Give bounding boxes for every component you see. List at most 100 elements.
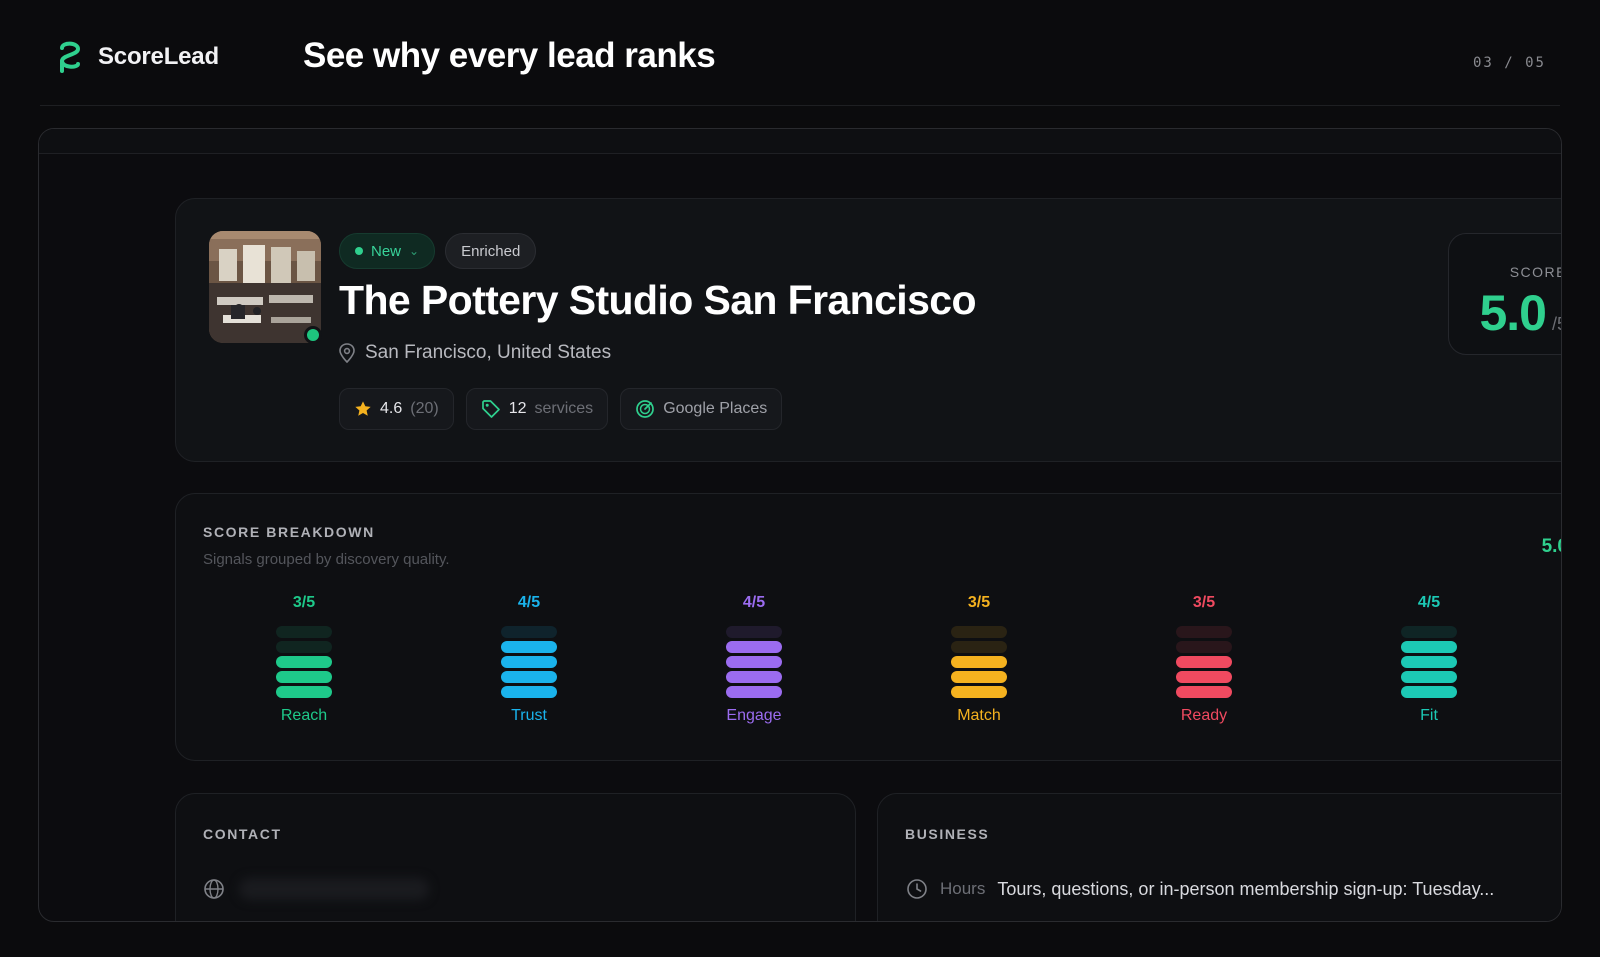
contact-card: CONTACT	[175, 793, 856, 921]
signal-score: 4/5	[742, 594, 766, 611]
meter-segment	[1401, 626, 1457, 638]
star-icon	[355, 401, 371, 416]
status-dot-icon	[355, 247, 363, 255]
signal-score: 4/5	[517, 594, 541, 611]
score-max: /5	[1551, 314, 1561, 334]
signal-meter	[1176, 626, 1232, 698]
enriched-badge: Enriched	[445, 233, 537, 269]
brand-name: ScoreLead	[98, 43, 219, 70]
rating-chip[interactable]: 4.6 (20)	[339, 388, 454, 430]
signal-reach[interactable]: 3/5 Reach	[244, 594, 364, 725]
signal-meter	[951, 626, 1007, 698]
signal-score: 3/5	[292, 594, 316, 611]
meter-segment	[276, 656, 332, 668]
location-pin-icon	[339, 343, 355, 363]
chevron-down-icon: ⌄	[409, 244, 420, 258]
lead-card: New ⌄ Enriched The Pottery Studio San Fr…	[175, 198, 1562, 462]
source-label: Google Places	[663, 400, 768, 417]
meter-segment	[501, 656, 557, 668]
rating-value: 4.6	[380, 400, 403, 417]
meter-segment	[501, 686, 557, 698]
meter-segment	[276, 686, 332, 698]
signal-label: Fit	[1420, 707, 1438, 724]
services-count: 12	[508, 400, 527, 417]
meter-segment	[276, 626, 332, 638]
lead-meta: 4.6 (20) 12 services Google Places	[339, 388, 783, 430]
meter-segment	[501, 626, 557, 638]
clock-icon	[907, 879, 927, 899]
meter-segment	[276, 641, 332, 653]
meter-segment	[951, 686, 1007, 698]
score-label: SCORE	[1509, 264, 1562, 280]
frame-toolbar	[39, 129, 1561, 154]
score-panel: SCORE 5.0 /5	[1448, 233, 1562, 355]
meter-segment	[726, 671, 782, 683]
meter-segment	[1176, 626, 1232, 638]
business-title: BUSINESS	[905, 826, 990, 842]
meter-segment	[1401, 686, 1457, 698]
signal-score: 4/5	[1417, 594, 1441, 611]
signal-label: Engage	[726, 707, 782, 724]
signal-label: Ready	[1180, 707, 1228, 724]
hours-label: Hours	[940, 879, 986, 898]
score-value-group: 5.0 /5	[1479, 284, 1561, 342]
scorelead-logo-icon	[59, 41, 81, 73]
breakdown-subtitle: Signals grouped by discovery quality.	[203, 551, 450, 568]
meter-segment	[951, 656, 1007, 668]
studio-photo-image	[209, 231, 321, 343]
meter-segment	[501, 641, 557, 653]
online-status-dot	[304, 326, 322, 344]
top-header: ScoreLead See why every lead ranks 03 / …	[40, 0, 1560, 106]
status-dropdown[interactable]: New ⌄	[339, 233, 436, 269]
signal-label: Reach	[280, 707, 328, 724]
meter-segment	[951, 671, 1007, 683]
score-breakdown-card: SCORE BREAKDOWN Signals grouped by disco…	[175, 493, 1561, 761]
globe-icon	[204, 879, 224, 899]
radar-icon	[636, 400, 655, 418]
meter-segment	[1176, 656, 1232, 668]
score-value: 5.0	[1479, 285, 1547, 341]
breakdown-title: SCORE BREAKDOWN	[203, 524, 375, 540]
website-row[interactable]	[203, 878, 429, 900]
lead-name: The Pottery Studio San Francisco	[339, 277, 977, 323]
signal-ready[interactable]: 3/5 Ready	[1144, 594, 1264, 725]
enriched-label: Enriched	[461, 242, 521, 260]
signal-meter	[1401, 626, 1457, 698]
signal-meter	[501, 626, 557, 698]
signal-meter	[726, 626, 782, 698]
signal-match[interactable]: 3/5 Match	[919, 594, 1039, 725]
meter-segment	[726, 656, 782, 668]
meter-segment	[1176, 671, 1232, 683]
meter-segment	[951, 641, 1007, 653]
brand[interactable]: ScoreLead	[56, 40, 219, 74]
meter-segment	[1176, 686, 1232, 698]
meter-segment	[1401, 656, 1457, 668]
meter-segment	[1401, 641, 1457, 653]
services-chip[interactable]: 12 services	[465, 388, 609, 430]
breakdown-total: 5.0	[1541, 536, 1561, 557]
lead-chips: New ⌄ Enriched	[339, 233, 537, 269]
signal-score: 3/5	[1192, 594, 1216, 611]
status-label: New	[371, 242, 402, 260]
hours-value: Tours, questions, or in-person membershi…	[997, 878, 1495, 899]
meter-segment	[726, 641, 782, 653]
signal-score: 3/5	[967, 594, 991, 611]
signal-meter	[276, 626, 332, 698]
redacted-website	[239, 878, 429, 900]
meter-segment	[726, 686, 782, 698]
signal-engage[interactable]: 4/5 Engage	[694, 594, 814, 725]
lead-photo[interactable]	[209, 231, 321, 343]
location-text: San Francisco, United States	[365, 342, 612, 363]
services-label: services	[534, 400, 594, 417]
meter-segment	[1401, 671, 1457, 683]
signal-trust[interactable]: 4/5 Trust	[469, 594, 589, 725]
tag-icon	[481, 400, 500, 418]
meter-segment	[726, 626, 782, 638]
slide-counter: 03 / 05	[1472, 55, 1546, 71]
review-count: (20)	[410, 400, 439, 417]
signal-fit[interactable]: 4/5 Fit	[1369, 594, 1489, 725]
page-title: See why every lead ranks	[303, 36, 716, 75]
source-chip[interactable]: Google Places	[620, 388, 783, 430]
signal-label: Match	[957, 707, 1001, 724]
hours-row: Hours Tours, questions, or in-person mem…	[906, 878, 1494, 900]
